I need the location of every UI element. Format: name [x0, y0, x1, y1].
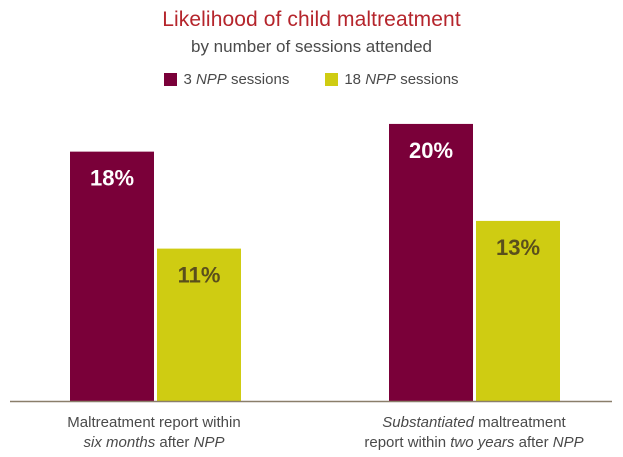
text-segment: sessions [396, 71, 459, 88]
text-segment: after [514, 434, 553, 451]
text-segment: NPP [195, 71, 227, 88]
legend-swatch [325, 73, 339, 86]
bar-series2-cat2 [476, 220, 560, 401]
legend-swatch [164, 73, 178, 86]
data-label-series2-cat2: 13% [496, 235, 540, 260]
legend-label: 3 NPP sessions [183, 71, 289, 88]
legend-item-1: 3 NPP sessions [164, 71, 289, 88]
chart-subtitle: by number of sessions attended [191, 37, 432, 56]
text-segment: after [155, 434, 194, 451]
chart-title: Likelihood of child maltreatment [162, 8, 461, 31]
text-segment: NPP [365, 71, 397, 88]
data-label-series2-cat1: 11% [178, 263, 221, 288]
category-label-1: Maltreatment report within six months aft… [4, 413, 304, 453]
data-label-series1-cat1: 18% [90, 166, 134, 191]
text-segment: Substantiated [382, 414, 475, 431]
text-segment: report within [364, 434, 451, 451]
data-label-series1-cat2: 20% [409, 138, 453, 163]
text-segment: NPP [552, 434, 584, 451]
legend-item-2: 18 NPP sessions [325, 71, 459, 88]
legend-label: 18 NPP sessions [344, 71, 458, 88]
text-segment: sessions [226, 71, 290, 88]
text-segment: six months [83, 434, 156, 451]
text-segment: maltreatment [474, 414, 566, 431]
text-segment: NPP [193, 434, 225, 451]
text-segment: Maltreatment report within [67, 414, 241, 431]
text-segment: 18 [344, 71, 366, 88]
text-segment: 3 [183, 71, 196, 88]
bar-series1-cat2 [389, 123, 473, 402]
category-label-2: Substantiated maltreatment report within … [324, 413, 623, 453]
legend: 3 NPP sessions 18 NPP sessions [0, 71, 623, 88]
text-segment: two years [450, 434, 515, 451]
bar-series1-cat1 [70, 151, 154, 401]
bar-series2-cat1 [157, 248, 241, 401]
